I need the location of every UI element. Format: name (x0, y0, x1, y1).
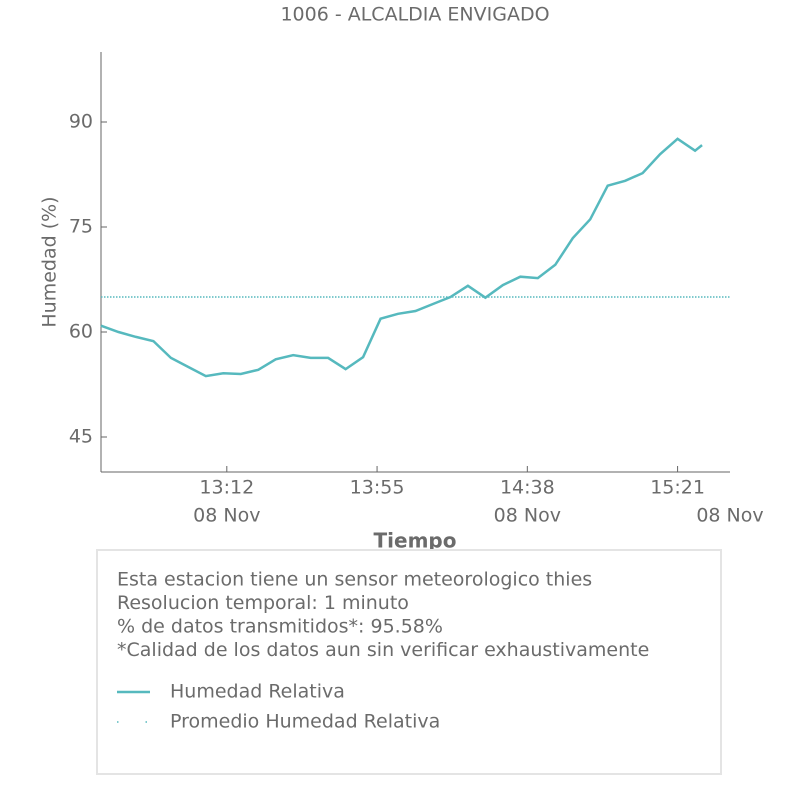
date-tick-label: 08 Nov (193, 505, 260, 527)
humidity-line (100, 137, 703, 378)
info-text: % de datos transmitidos*: 95.58% (117, 616, 443, 638)
chart-title: 1006 - ALCALDIA ENVIGADO (280, 4, 549, 26)
x-tick-label: 14:38 (500, 477, 555, 499)
info-box (96, 549, 722, 775)
y-tick-label: 75 (69, 216, 93, 238)
y-axis-label: Humedad (%) (39, 196, 61, 327)
legend-label: Humedad Relativa (170, 681, 345, 703)
x-tick-label: 15:21 (650, 477, 705, 499)
y-tick-label: 45 (69, 426, 93, 448)
y-tick-label: 90 (69, 111, 93, 133)
date-tick-label: 08 Nov (494, 505, 561, 527)
legend-label: Promedio Humedad Relativa (170, 711, 440, 733)
x-axis-label: Tiempo (374, 529, 457, 553)
date-tick-label: 08 Nov (696, 505, 763, 527)
y-tick-label: 60 (69, 321, 93, 343)
info-text: *Calidad de los datos aun sin verificar … (117, 639, 649, 661)
info-text: Esta estacion tiene un sensor meteorolog… (117, 569, 592, 591)
x-tick-label: 13:55 (350, 477, 405, 499)
info-text: Resolucion temporal: 1 minuto (117, 592, 409, 614)
x-tick-label: 13:12 (199, 477, 254, 499)
